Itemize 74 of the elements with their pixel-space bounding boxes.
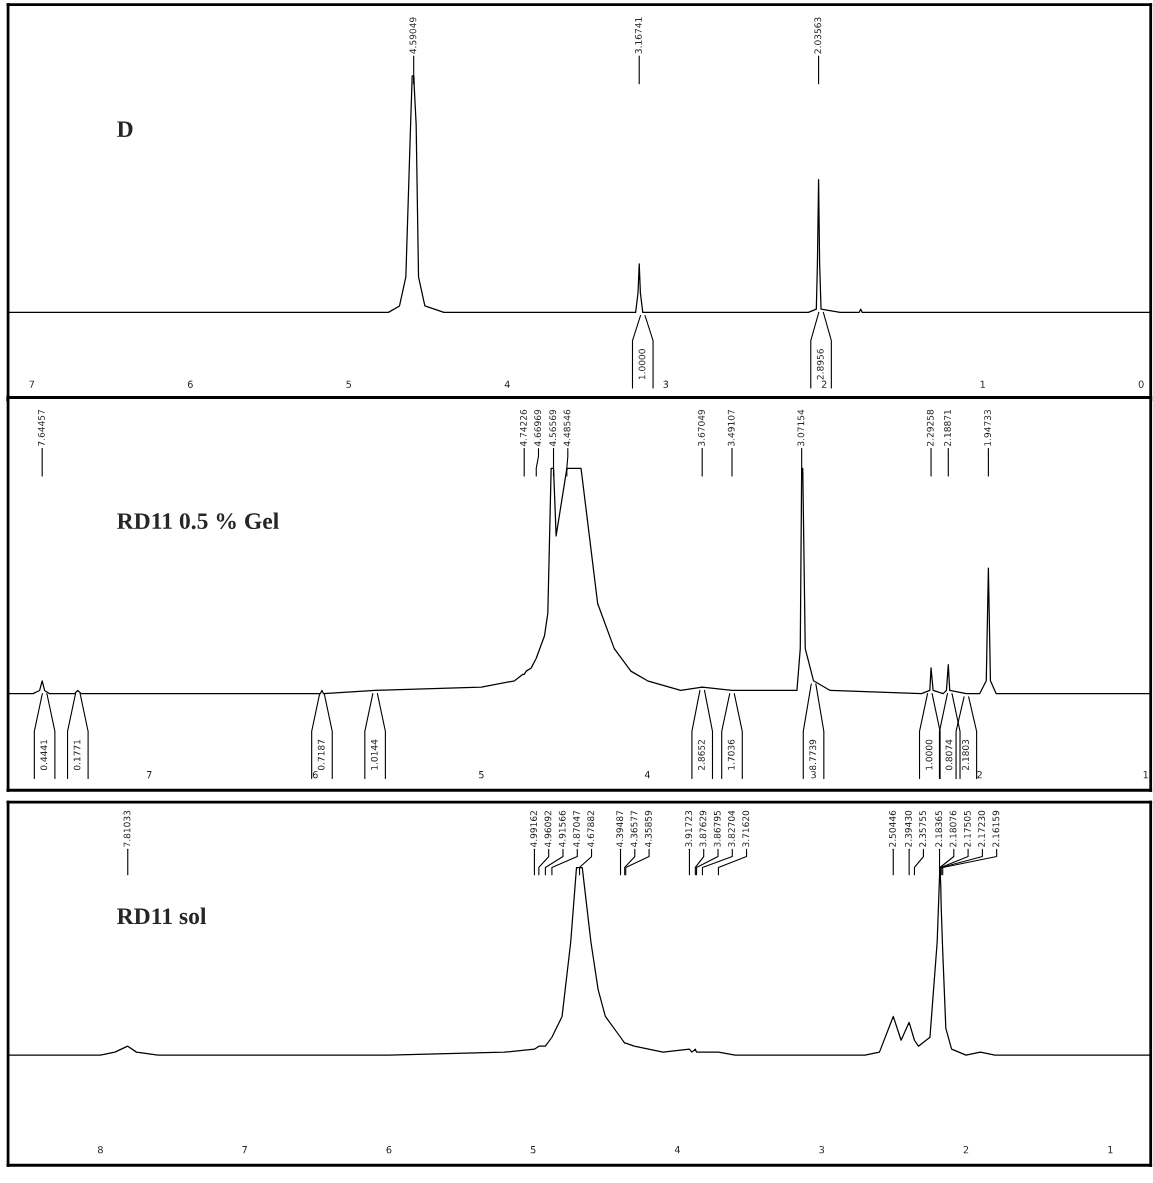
x-tick-label: 7 <box>242 1146 247 1154</box>
x-tick-label: 8 <box>97 1145 103 1154</box>
x-tick-label: 4 <box>674 1146 681 1154</box>
x-tick-label: 5 <box>530 1146 536 1154</box>
annotation: 2.8956 <box>816 349 824 380</box>
annotation: 4.99162 <box>530 811 538 848</box>
x-tick-label: 3 <box>811 770 816 779</box>
x-tick-label: 0 <box>1138 380 1144 388</box>
annotation: 0.8074 <box>945 739 953 771</box>
x-tick-label: 7 <box>29 380 35 388</box>
x-tick-label: 3 <box>819 1145 825 1154</box>
x-tick-label: 6 <box>312 770 318 779</box>
annotation: 4.35859 <box>644 810 652 848</box>
annotation: 2.35755 <box>919 810 927 847</box>
annotation: 2.39430 <box>904 810 912 847</box>
text: RD11 0.5 % Gel <box>117 512 279 530</box>
annotation: 2.16159 <box>992 810 1000 847</box>
annotation: 2.8652 <box>697 740 705 771</box>
annotation: 3.91723 <box>685 810 693 847</box>
annotation: 4.96092 <box>544 811 552 848</box>
x-tick-label: 4 <box>504 380 510 388</box>
x-tick-label: 2 <box>963 1145 969 1154</box>
x-tick-label: 4 <box>644 771 651 779</box>
annotation: 4.59049 <box>409 17 417 54</box>
x-tick-label: 3 <box>663 380 669 388</box>
annotation: 0.4441 <box>40 739 48 771</box>
annotation: 1.0000 <box>638 349 646 380</box>
annotation: 4.48546 <box>563 409 571 447</box>
x-tick-label: 5 <box>346 380 352 388</box>
annotation: 8.7739 <box>809 739 817 771</box>
annotation: 4.67882 <box>587 811 595 848</box>
x-tick-label: 5 <box>479 771 484 779</box>
text: D <box>117 121 133 137</box>
x-tick-label: 2 <box>977 770 982 779</box>
annotation: 2.29258 <box>926 409 934 446</box>
annotation: 1.0000 <box>925 739 933 770</box>
x-tick-label: 1 <box>1108 1146 1113 1154</box>
annotation: 2.03563 <box>814 17 822 54</box>
annotation: 1.7036 <box>727 739 735 770</box>
annotation: 4.74226 <box>519 409 527 447</box>
annotation: 2.17230 <box>978 810 985 847</box>
x-tick-label: 1 <box>980 380 985 388</box>
annotation: 2.1803 <box>962 739 969 771</box>
x-tick-label: 6 <box>386 1145 392 1154</box>
x-tick-label: 2 <box>821 380 827 388</box>
annotation: 4.36577 <box>630 810 638 848</box>
annotation: 7.81033 <box>123 810 131 847</box>
annotation: 3.07154 <box>797 409 805 446</box>
annotation: 1.0144 <box>370 739 378 770</box>
x-tick-label: 7 <box>146 771 152 779</box>
annotation: 2.18076 <box>949 810 957 847</box>
annotation: 0.1771 <box>73 739 81 771</box>
annotation: 4.39487 <box>616 810 624 848</box>
annotation: 1.94733 <box>984 409 991 446</box>
annotation: 2.18871 <box>944 410 951 446</box>
annotation: 2.50446 <box>889 810 896 847</box>
annotation: 3.67049 <box>697 409 705 446</box>
annotation: 2.18365 <box>935 810 943 847</box>
annotation: 3.16741 <box>635 17 642 54</box>
annotation: 3.49107 <box>727 410 735 446</box>
annotation: 4.87047 <box>573 810 580 848</box>
annotation: 0.7187 <box>317 739 325 771</box>
annotation: 3.71620 <box>742 810 750 847</box>
annotation: 4.56569 <box>549 409 557 447</box>
text: RD11 sol <box>117 907 207 925</box>
annotation: 3.82704 <box>728 810 735 847</box>
annotation: 4.66969 <box>534 409 542 447</box>
x-tick-label: 1 <box>1143 771 1148 779</box>
annotation: 7.64457 <box>37 410 45 446</box>
annotation: 3.87629 <box>699 810 707 847</box>
annotation: 2.17505 <box>963 810 971 847</box>
x-tick-label: 6 <box>187 380 193 388</box>
annotation: 3.86795 <box>713 810 721 847</box>
annotation: 4.91566 <box>558 810 566 848</box>
